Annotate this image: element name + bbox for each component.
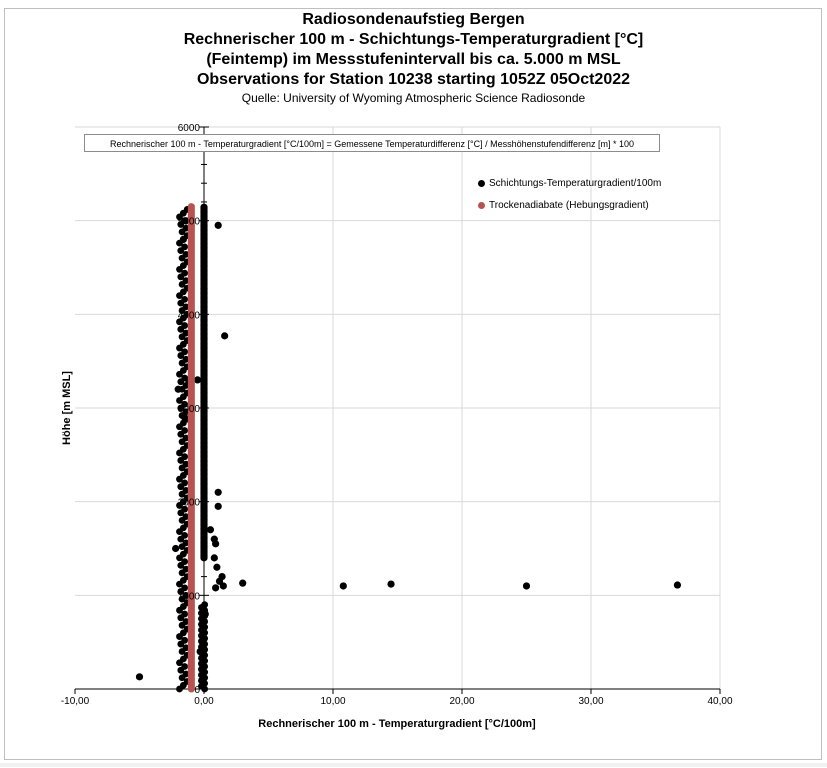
data-point: [182, 434, 190, 442]
chart-title-line-1: Radiosondenaufstieg Bergen: [302, 11, 525, 28]
data-point: [212, 540, 220, 548]
data-point: [212, 584, 220, 592]
data-point: [196, 647, 204, 656]
data-point: [201, 601, 209, 609]
legend-marker-adiabat: [478, 201, 485, 209]
y-tick-label: 4000: [178, 310, 201, 321]
data-point: [221, 332, 229, 340]
chart-subtitle: Quelle: University of Wyoming Atmospheri…: [241, 91, 586, 105]
chart-title-block: Radiosondenaufstieg Bergen Rechnerischer…: [0, 10, 827, 106]
chart-area[interactable]: [4, 8, 822, 760]
chart-title-line-2: Rechnerischer 100 m - Schichtungs-Temper…: [183, 31, 644, 48]
data-point: [182, 382, 190, 389]
data-point: [182, 250, 190, 258]
data-point: [206, 526, 215, 534]
chart-title-line-4: Observations for Station 10238 starting …: [196, 71, 631, 88]
legend-marker-points: [478, 179, 485, 187]
legend-label-adiabat: Trockenadiabate (Hebungsgradient): [489, 199, 649, 211]
data-point: [174, 385, 182, 393]
chart-title-line-3: (Feintemp) im Messstufenintervall bis ca…: [206, 51, 621, 68]
data-point: [179, 235, 187, 243]
data-point: [182, 408, 190, 416]
x-tick-label: 10,00: [320, 696, 345, 707]
data-point: [181, 479, 189, 487]
data-point: [181, 531, 189, 539]
x-tick-label: 20,00: [449, 696, 474, 707]
tick-labels: -10,00 0,00 10,00 20,00 30,00 40,00 0 1000 2000 3…: [61, 123, 733, 707]
data-point: [182, 670, 190, 678]
y-axis-label: Höhe [m MSL]: [61, 371, 73, 445]
y-tick-label: 5000: [178, 217, 201, 228]
data-point: [135, 673, 144, 681]
data-point: [181, 348, 189, 356]
y-tick-label: 0: [194, 685, 200, 696]
data-point: [214, 221, 222, 229]
data-point: [182, 224, 190, 232]
data-point: [172, 544, 180, 553]
data-point: [182, 539, 190, 547]
data-point: [181, 584, 189, 592]
y-tick-label: 3000: [178, 404, 201, 415]
x-tick-label: 30,00: [578, 696, 603, 707]
data-point: [182, 565, 190, 573]
x-tick-label: 40,00: [707, 696, 732, 707]
legend-item-adiabat: Trockenadiabate (Hebungsgradient): [478, 194, 661, 216]
data-point: [181, 413, 189, 421]
data-point: [239, 579, 247, 587]
data-point: [181, 610, 189, 618]
data-point: [181, 400, 189, 408]
y-tick-label: 6000: [178, 123, 201, 134]
data-point: [182, 591, 190, 599]
legend-label-points: Schichtungs-Temperaturgradient/100m: [489, 177, 662, 189]
data-point: [339, 582, 347, 590]
data-point: [182, 618, 190, 625]
x-tick-label: 0,00: [194, 696, 214, 707]
data-point: [182, 460, 190, 468]
data-point: [181, 663, 189, 670]
data-point: [181, 322, 189, 329]
formula-annotation: Rechnerischer 100 m - Temperaturgradient…: [84, 134, 660, 152]
data-point: [673, 581, 682, 589]
y-tick-label: 2000: [178, 498, 201, 509]
data-point: [213, 563, 221, 571]
data-point: [182, 513, 190, 521]
data-point: [181, 427, 189, 434]
legend: Schichtungs-Temperaturgradient/100m Troc…: [478, 172, 661, 216]
y-tick-label: 1000: [178, 591, 201, 602]
data-point: [214, 502, 222, 510]
data-point: [182, 329, 190, 337]
data-point: [201, 610, 209, 618]
data-point: [387, 580, 395, 588]
data-point: [182, 355, 190, 363]
data-point: [182, 487, 190, 494]
data-point: [181, 269, 189, 277]
data-point: [193, 376, 202, 384]
x-axis-label: Rechnerischer 100 m - Temperaturgradient…: [258, 718, 536, 730]
series-marks: [135, 203, 682, 693]
data-point: [218, 573, 226, 581]
data-point: [181, 295, 189, 303]
data-point: [182, 644, 190, 652]
data-point: [214, 488, 222, 496]
data-point: [522, 582, 531, 590]
data-point: [182, 277, 190, 285]
data-point: [182, 303, 190, 311]
data-point: [219, 582, 227, 590]
data-point: [182, 217, 190, 225]
data-point: [181, 453, 189, 461]
data-point: [181, 636, 189, 644]
data-point: [181, 558, 189, 566]
legend-item-points: Schichtungs-Temperaturgradient/100m: [478, 172, 661, 194]
x-tick-label: -10,00: [61, 696, 90, 707]
data-point: [181, 505, 189, 513]
data-point: [200, 203, 208, 211]
data-point: [181, 243, 189, 251]
data-point: [210, 554, 218, 562]
